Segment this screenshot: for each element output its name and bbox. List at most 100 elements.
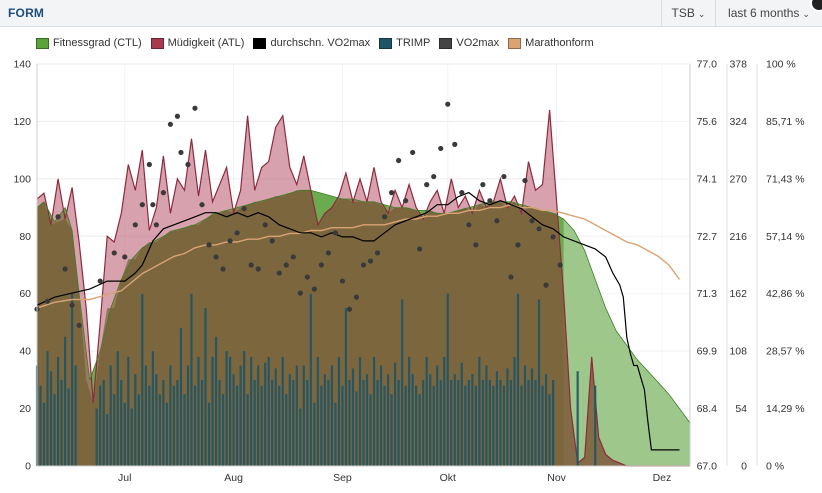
trimp-bar — [323, 374, 326, 466]
trimp-bar — [495, 371, 498, 466]
trimp-bar — [67, 388, 70, 466]
trimp-bar — [372, 356, 376, 466]
vo2max-point — [192, 105, 198, 111]
legend-label: TRIMP — [396, 37, 431, 49]
legend-item[interactable]: Müdigkeit (ATL) — [150, 37, 244, 49]
vo2max-point — [167, 121, 174, 127]
close-icon[interactable] — [810, 0, 822, 12]
trimp-bar — [348, 379, 351, 466]
trimp-bar — [330, 365, 333, 466]
trimp-bar — [229, 356, 232, 466]
trimp-bar — [415, 385, 418, 466]
trimp-bar — [271, 379, 274, 466]
chevron-down-icon: ⌄ — [802, 9, 810, 19]
trimp-bar — [162, 379, 165, 466]
ctl-line — [36, 189, 691, 424]
trimp-bar — [467, 379, 470, 466]
range-dropdown[interactable]: last 6 months ⌄ — [715, 0, 822, 26]
x-tick-label: Sep — [333, 472, 352, 484]
trimp-bar — [534, 379, 537, 466]
trimp-bar — [148, 385, 151, 466]
y-tick-label-percent: 28,57 % — [766, 346, 805, 358]
legend-swatch — [36, 37, 49, 49]
trimp-bar — [236, 385, 239, 466]
trimp-bar — [334, 402, 337, 466]
trimp-bar — [541, 385, 544, 466]
vo2max-point — [417, 246, 423, 252]
trimp-bar — [548, 394, 551, 466]
trimp-bar — [432, 385, 435, 466]
trimp-bar — [172, 385, 176, 466]
trimp-bar — [443, 356, 446, 466]
vo2max-point — [241, 206, 247, 212]
trimp-bar — [137, 394, 140, 466]
legend-item[interactable]: TRIMP — [379, 37, 430, 49]
trimp-bar — [309, 293, 312, 466]
vo2max-point — [339, 278, 346, 284]
vo2max-point — [185, 161, 191, 168]
trimp-bar — [537, 299, 541, 466]
trimp-bar — [418, 394, 421, 466]
y-tick-label-trimp: 54 — [735, 403, 747, 415]
chart-svg: 0 67.0 0 0 % 20 68.4 54 14,29 % 40 69.9 108 28,57 %… — [13, 59, 805, 485]
trimp-bar — [429, 374, 432, 466]
trimp-bar — [313, 402, 316, 466]
trimp-bar — [386, 374, 390, 466]
vo2max-point — [311, 286, 317, 292]
y-tick-label-percent: 57,14 % — [766, 231, 805, 243]
trimp-bar — [221, 394, 225, 466]
vo2max-point — [55, 214, 61, 220]
trimp-bar — [530, 368, 534, 466]
vo2max-point — [234, 230, 240, 236]
trimp-bar — [523, 365, 527, 466]
vo2max-point — [206, 242, 212, 248]
legend-item[interactable]: VO2max — [439, 37, 499, 49]
vo2max-point — [297, 290, 303, 296]
trimp-bar — [151, 351, 154, 466]
legend-item[interactable]: durchschn. VO2max — [253, 37, 370, 49]
legend-label: Marathonform — [525, 37, 594, 49]
trimp-bar — [260, 385, 263, 466]
metric-dropdown[interactable]: TSB ⌄ — [661, 0, 715, 26]
y-tick-label-vo2max: 77.0 — [697, 59, 718, 71]
form-panel-header: FORM TSB ⌄ last 6 months ⌄ — [0, 0, 822, 27]
trimp-bar — [499, 379, 502, 466]
trimp-bar — [179, 328, 183, 466]
vo2max-point — [543, 282, 549, 288]
trimp-bar — [109, 365, 112, 466]
y-tick-label-trimp: 108 — [729, 346, 747, 358]
trimp-bar — [134, 374, 137, 466]
y-tick-label-trimp: 216 — [729, 231, 747, 243]
vo2max-point — [199, 202, 205, 208]
chart-legend: Fitnessgrad (CTL) Müdigkeit (ATL) durchsch… — [36, 37, 603, 49]
vo2max-point — [388, 190, 395, 196]
legend-item[interactable]: Marathonform — [508, 37, 594, 49]
trimp-bar — [362, 379, 365, 466]
y-tick-label-vo2max: 67.0 — [697, 461, 718, 473]
trimp-bar — [306, 379, 309, 466]
y-tick-label-vo2max: 69.9 — [697, 346, 718, 358]
vo2max-point — [304, 274, 310, 280]
vo2max-point — [150, 202, 156, 208]
trimp-bar — [274, 368, 277, 466]
vo2max-point — [69, 302, 75, 308]
projection-overlay — [563, 64, 690, 466]
trimp-bar — [204, 308, 207, 466]
vo2max-point — [139, 202, 145, 208]
trimp-bar — [106, 414, 109, 466]
trimp-bar — [411, 374, 414, 466]
trimp-bar — [190, 293, 193, 466]
trimp-bar — [292, 379, 295, 466]
legend-item[interactable]: Fitnessgrad (CTL) — [36, 37, 142, 49]
trimp-bar — [355, 391, 358, 466]
trimp-bar — [502, 385, 506, 466]
trimp-bar — [253, 379, 256, 466]
legend-swatch — [150, 37, 164, 49]
trimp-bar — [60, 379, 63, 466]
trimp-bar — [299, 408, 302, 466]
vo2max-point — [122, 254, 128, 260]
vo2max-point — [262, 222, 268, 228]
trimp-bar — [450, 379, 453, 466]
trimp-bar — [186, 365, 190, 466]
trimp-bar — [358, 356, 362, 466]
